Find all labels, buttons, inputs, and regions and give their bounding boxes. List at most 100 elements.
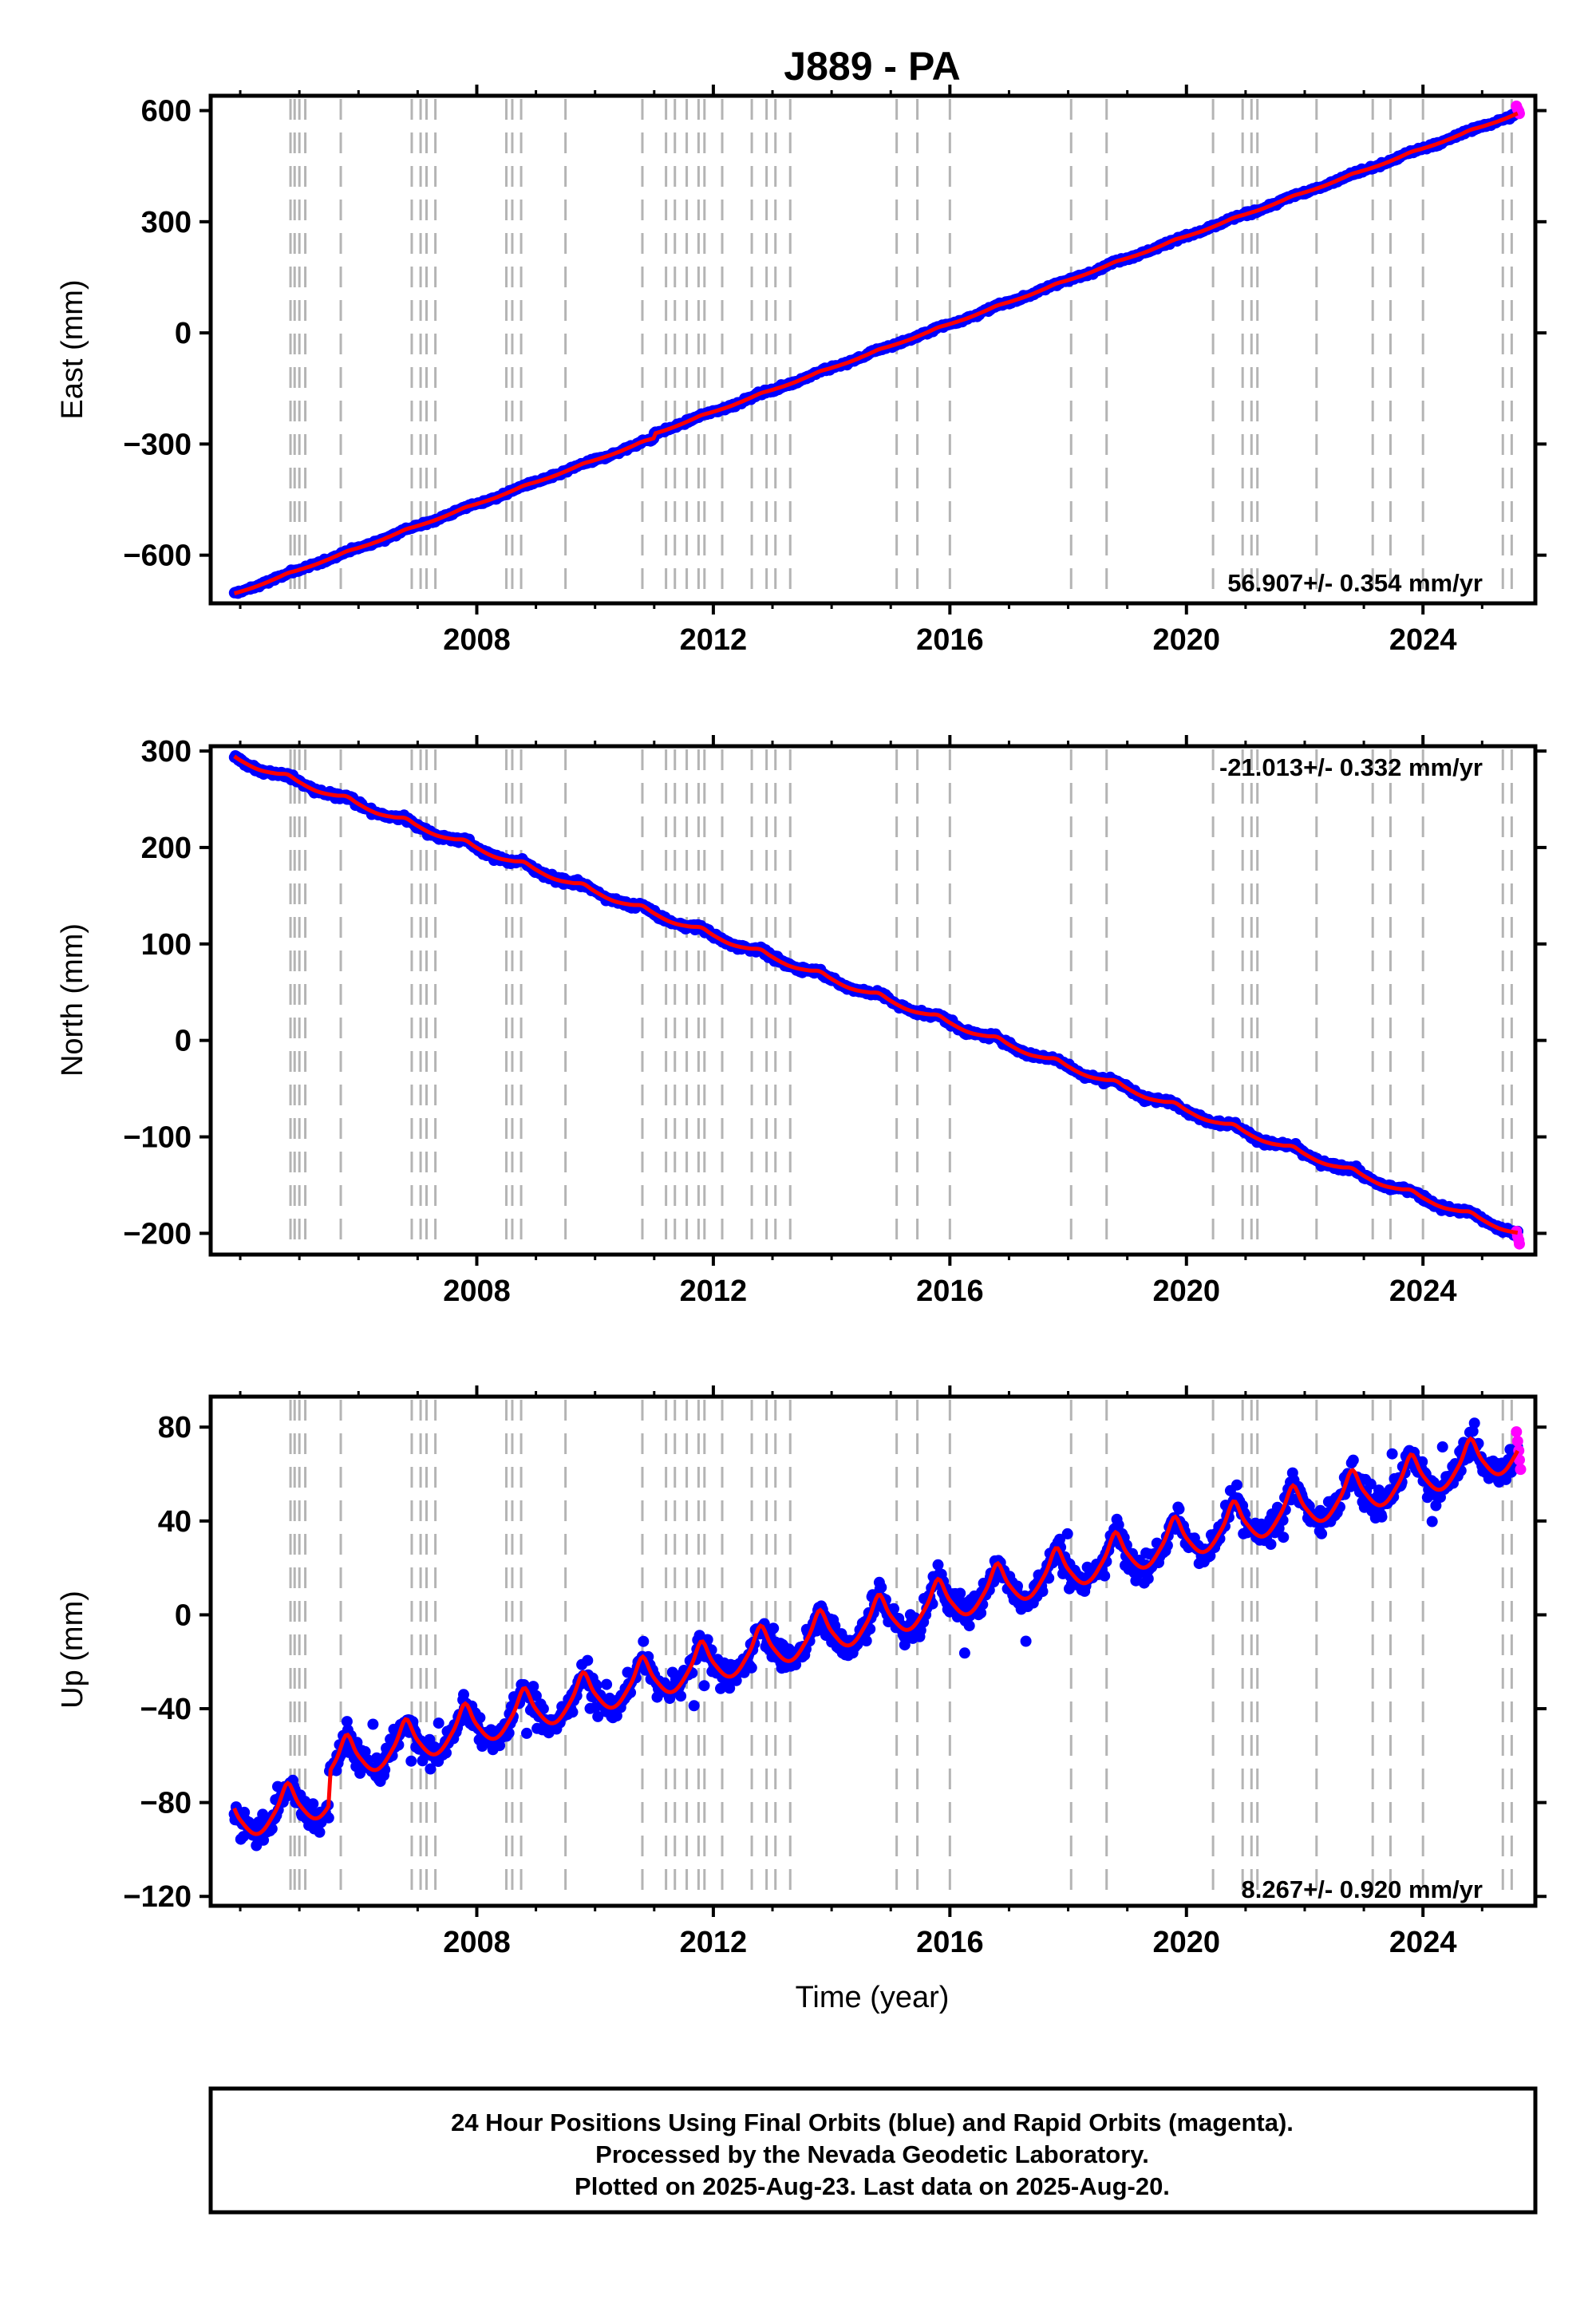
y-tick-label: 200 xyxy=(141,832,192,865)
data-point xyxy=(322,1812,334,1824)
event-lines xyxy=(289,1400,1513,1903)
caption-box: 24 Hour Positions Using Final Orbits (bl… xyxy=(208,2086,1538,2215)
data-point xyxy=(425,1763,437,1775)
x-tick-label: 2024 xyxy=(1389,623,1457,657)
data-point xyxy=(567,1706,579,1718)
y-axis-label: East (mm) xyxy=(56,279,89,419)
data-point xyxy=(932,1559,944,1571)
x-tick-label: 2016 xyxy=(916,1926,984,1959)
data-point xyxy=(405,1755,417,1767)
data-point xyxy=(537,1703,549,1715)
data-point xyxy=(1054,1533,1065,1545)
figure-title: J889 - PA xyxy=(784,44,960,89)
y-axis-label: Up (mm) xyxy=(56,1591,89,1709)
y-tick-label: −80 xyxy=(140,1787,192,1820)
rapid-point xyxy=(1511,1426,1523,1438)
data-point xyxy=(307,1798,319,1810)
data-point xyxy=(1376,1511,1388,1523)
data-point xyxy=(1316,1528,1328,1539)
plot-frame xyxy=(208,1394,1538,1908)
data-point xyxy=(688,1700,700,1712)
model-line xyxy=(233,754,1519,1235)
data-point xyxy=(530,1690,542,1701)
x-tick-label: 2020 xyxy=(1152,1926,1220,1959)
y-tick-label: 0 xyxy=(175,1599,192,1632)
data-point xyxy=(860,1635,872,1646)
axis-ticks: 2008 2012 2016 2020 2024 −200 −100 0 100 200 300 xyxy=(123,735,1547,1308)
data-point xyxy=(963,1620,975,1632)
y-tick-label: 100 xyxy=(141,928,192,962)
data-point xyxy=(768,1622,780,1634)
data-point xyxy=(1468,1417,1480,1429)
data-point xyxy=(864,1623,876,1635)
x-tick-label: 2024 xyxy=(1389,1926,1457,1959)
panel-east: 2008 2012 2016 2020 2024 −600 −300 0 300 600 East… xyxy=(56,85,1547,657)
data-point xyxy=(698,1680,710,1692)
data-point xyxy=(638,1635,650,1647)
rapid-point xyxy=(1513,1238,1525,1250)
data-point xyxy=(975,1607,987,1619)
data-point xyxy=(1386,1448,1398,1460)
axis-ticks: 2008 2012 2016 2020 2024 −120 −80 −40 0 40 80 xyxy=(123,1385,1547,1959)
data-point xyxy=(1265,1539,1277,1550)
data-point xyxy=(474,1712,486,1724)
y-tick-label: 40 xyxy=(158,1505,192,1539)
data-point xyxy=(1426,1516,1438,1528)
data-point xyxy=(954,1587,966,1599)
y-tick-label: −40 xyxy=(140,1693,192,1726)
x-tick-label: 2008 xyxy=(443,1275,511,1308)
data-point xyxy=(433,1717,444,1729)
x-axis-label: Time (year) xyxy=(796,1981,950,2014)
data-point xyxy=(610,1710,622,1721)
caption-line-3: Plotted on 2025-Aug-23. Last data on 202… xyxy=(575,2172,1170,2200)
x-tick-label: 2012 xyxy=(680,1275,748,1308)
rate-label: 8.267+/- 0.920 mm/yr xyxy=(1242,1875,1483,1903)
panel-up: 2008 2012 2016 2020 2024 −120 −80 −40 0 40 80 Up (… xyxy=(56,1385,1547,2014)
x-tick-label: 2008 xyxy=(443,1926,511,1959)
y-tick-label: 600 xyxy=(141,95,192,128)
data-point xyxy=(888,1603,899,1614)
panel-north: 2008 2012 2016 2020 2024 −200 −100 0 100 200 300 N… xyxy=(56,735,1547,1308)
data-point xyxy=(724,1682,736,1694)
data-point xyxy=(958,1647,970,1659)
plot-frame xyxy=(208,93,1538,606)
y-tick-label: −300 xyxy=(123,428,192,461)
data-point xyxy=(899,1639,911,1651)
y-tick-label: 300 xyxy=(141,206,192,239)
data-point xyxy=(592,1710,604,1722)
y-axis-label: North (mm) xyxy=(56,923,89,1077)
y-tick-label: −200 xyxy=(123,1217,192,1251)
rapid-point xyxy=(1515,1464,1527,1476)
rapid-point xyxy=(1511,1435,1523,1447)
data-point xyxy=(1142,1573,1154,1585)
data-point xyxy=(1231,1479,1242,1491)
caption-line-1: 24 Hour Positions Using Final Orbits (bl… xyxy=(451,2109,1294,2136)
x-tick-label: 2020 xyxy=(1152,1275,1220,1308)
y-tick-label: 0 xyxy=(175,317,192,350)
data-point xyxy=(341,1716,353,1728)
data-point xyxy=(266,1823,278,1835)
data-point xyxy=(1037,1586,1049,1598)
model-line xyxy=(233,111,1519,595)
data-point xyxy=(675,1690,687,1702)
x-tick-label: 2020 xyxy=(1152,623,1220,657)
data-point xyxy=(1365,1478,1377,1490)
model-curve xyxy=(233,754,1519,1235)
data-point xyxy=(829,1620,841,1632)
axis-ticks: 2008 2012 2016 2020 2024 −600 −300 0 300 600 xyxy=(123,85,1547,657)
x-tick-label: 2012 xyxy=(680,623,748,657)
data-point xyxy=(1278,1531,1290,1543)
y-tick-label: −100 xyxy=(123,1121,192,1155)
plot-frame xyxy=(208,744,1538,1257)
data-point xyxy=(1430,1500,1442,1512)
model-curve xyxy=(233,111,1519,595)
model-line xyxy=(232,1436,1519,1836)
y-tick-label: −600 xyxy=(123,539,192,573)
data-point xyxy=(582,1654,594,1666)
data-point xyxy=(1061,1528,1073,1539)
data-point xyxy=(503,1727,515,1739)
data-point xyxy=(521,1727,532,1739)
data-point xyxy=(1112,1519,1124,1531)
rapid-orbit-points xyxy=(1511,1426,1527,1476)
